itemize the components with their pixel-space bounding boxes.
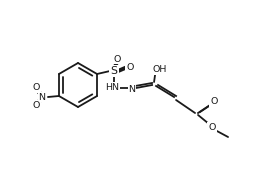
Text: OH: OH — [153, 66, 167, 75]
Text: HN: HN — [105, 83, 119, 92]
Text: O: O — [210, 98, 218, 107]
Text: O: O — [32, 101, 40, 110]
Text: N: N — [38, 93, 46, 102]
Text: N: N — [129, 84, 136, 93]
Text: O: O — [113, 54, 121, 63]
Text: O: O — [32, 84, 40, 93]
Text: O: O — [208, 122, 216, 131]
Text: S: S — [111, 66, 118, 76]
Text: O: O — [126, 63, 134, 72]
